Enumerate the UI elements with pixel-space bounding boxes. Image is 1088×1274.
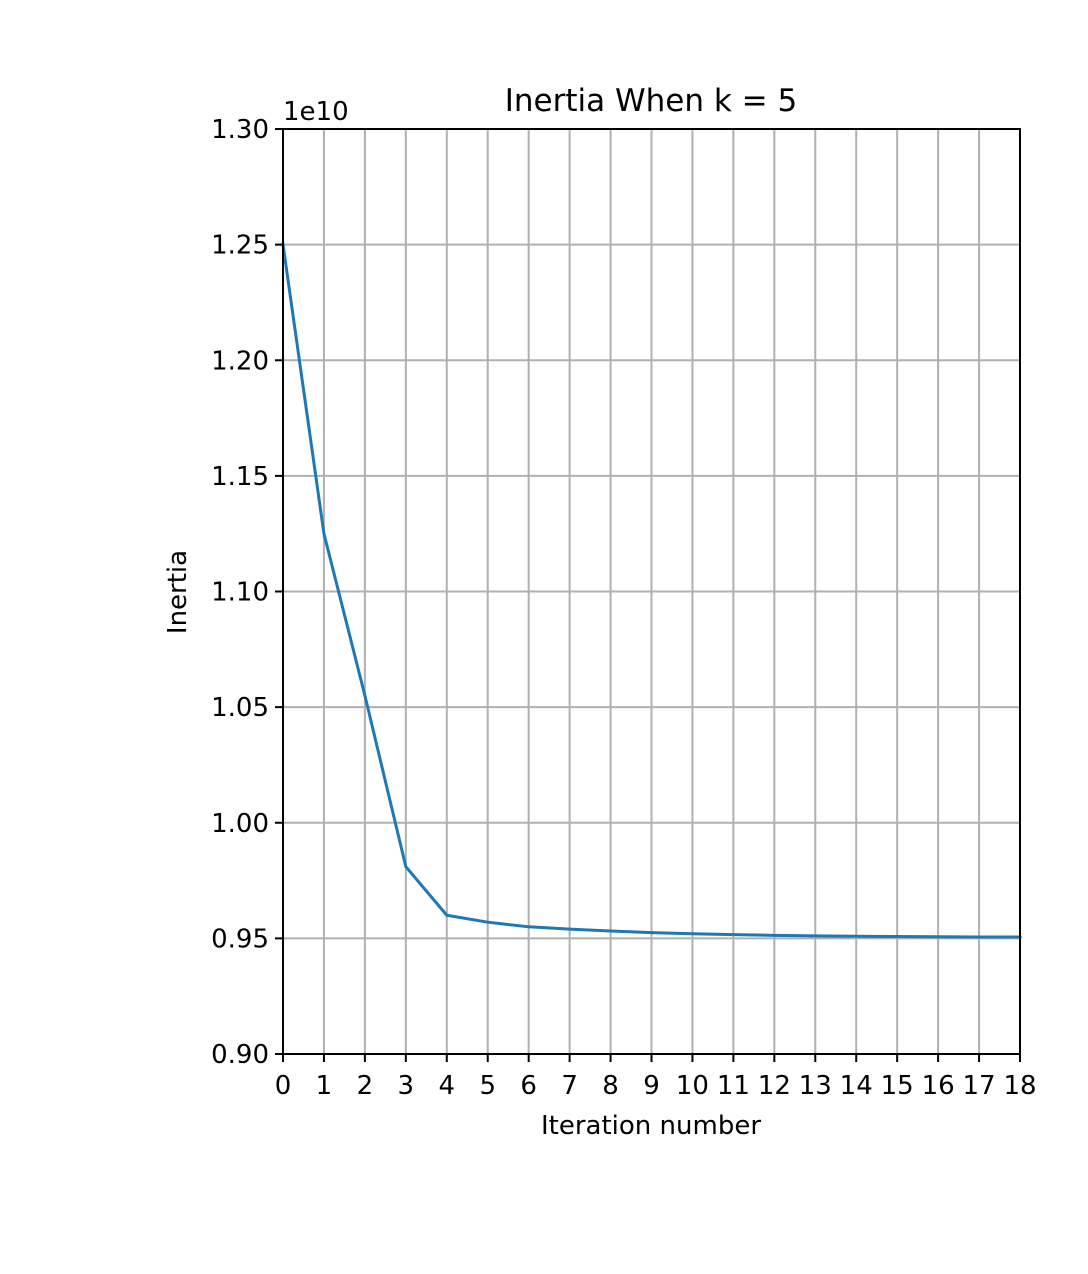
x-tick-label: 6: [520, 1071, 537, 1101]
x-tick-label: 11: [717, 1071, 750, 1101]
x-tick-label: 12: [758, 1071, 791, 1101]
x-tick-label: 0: [275, 1071, 292, 1101]
chart-title: Inertia When k = 5: [505, 83, 797, 119]
series-layer: [281, 242, 1022, 939]
grid: [282, 128, 1021, 1055]
x-tick-label: 8: [602, 1071, 619, 1101]
x-tick-label: 14: [840, 1071, 873, 1101]
x-tick-label: 15: [881, 1071, 914, 1101]
x-tick-label: 13: [799, 1071, 832, 1101]
x-tick-label: 3: [398, 1071, 415, 1101]
x-tick-label: 2: [357, 1071, 374, 1101]
y-tick-label: 0.95: [211, 924, 269, 954]
x-tick-label: 1: [316, 1071, 333, 1101]
x-tick-label: 10: [676, 1071, 709, 1101]
x-tick-label: 5: [479, 1071, 496, 1101]
x-tick-label: 17: [963, 1071, 996, 1101]
y-tick-label: 1.20: [211, 346, 269, 376]
y-tick-label: 1.15: [211, 462, 269, 492]
y-axis-offset-text: 1e10: [283, 97, 349, 127]
y-axis: 0.90 0.95 1.00 1.05 1.10 1.15 1.20 1.25 1.30: [211, 115, 283, 1070]
y-tick-label: 1.30: [211, 115, 269, 145]
y-tick-label: 0.90: [211, 1040, 269, 1070]
y-tick-label: 1.05: [211, 693, 269, 723]
y-tick-label: 1.00: [211, 809, 269, 839]
x-axis: 0 1 2 3 4 5 6 7 8 9 10 11 12 13 14 15 16 17 18: [275, 1054, 1037, 1101]
x-tick-label: 4: [439, 1071, 456, 1101]
y-axis-label: Inertia: [163, 550, 193, 634]
series-line: [281, 242, 1022, 939]
x-tick-label: 7: [561, 1071, 578, 1101]
y-tick-label: 1.25: [211, 231, 269, 261]
x-tick-label: 16: [922, 1071, 955, 1101]
x-tick-label: 18: [1003, 1071, 1036, 1101]
y-tick-label: 1.10: [211, 578, 269, 608]
x-axis-label: Iteration number: [541, 1111, 761, 1141]
x-tick-label: 9: [643, 1071, 660, 1101]
